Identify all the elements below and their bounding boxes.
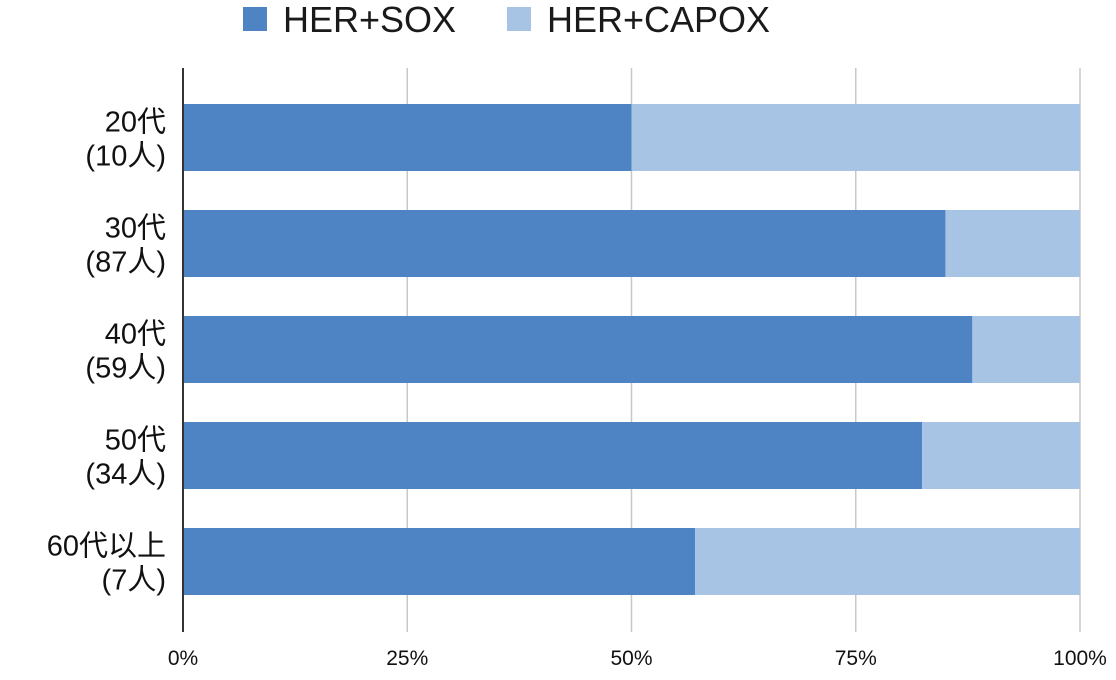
category-label-line: 30代	[105, 213, 166, 245]
x-tick-label: 100%	[1053, 647, 1107, 670]
bar-her-sox-2	[183, 210, 946, 277]
category-label-5: 60代以上(7人)	[47, 531, 166, 597]
category-label-line: 50代	[105, 425, 166, 457]
category-label-line: (34人)	[85, 459, 166, 491]
bar-her-capox-2	[945, 210, 1080, 277]
bar-her-capox-5	[695, 528, 1080, 595]
bar-her-capox-4	[922, 422, 1080, 489]
category-label-line: (7人)	[102, 565, 166, 597]
category-label-line: 40代	[105, 319, 166, 351]
x-tick-label: 0%	[168, 647, 198, 670]
category-label-line: (10人)	[85, 141, 166, 173]
category-label-line: (87人)	[85, 247, 166, 279]
legend-label-her-sox: HER+SOX	[283, 0, 456, 40]
category-label-line: 20代	[105, 107, 166, 139]
category-label-4: 50代(34人)	[85, 425, 166, 491]
category-label-line: (59人)	[85, 353, 166, 385]
bar-her-sox-1	[183, 104, 632, 171]
legend-swatch-her-capox	[507, 7, 531, 31]
bar-her-sox-3	[183, 316, 973, 383]
bar-her-capox-3	[972, 316, 1080, 383]
bar-her-sox-5	[183, 528, 696, 595]
x-tick-labels: 0% 25% 50% 75% 100%	[168, 647, 1107, 670]
category-label-line: 60代以上	[47, 531, 166, 563]
x-tick-label: 50%	[610, 647, 652, 670]
legend-swatch-her-sox	[243, 7, 267, 31]
category-label-3: 40代(59人)	[85, 319, 166, 385]
bar-her-sox-4	[183, 422, 923, 489]
x-tick-label: 25%	[386, 647, 428, 670]
category-labels: 20代(10人) 30代(87人) 40代(59人) 50代(34人) 60代以上(7人…	[47, 107, 166, 597]
bars	[183, 104, 1080, 595]
legend: HER+SOX HER+CAPOX	[243, 0, 770, 40]
category-label-1: 20代(10人)	[85, 107, 166, 173]
legend-label-her-capox: HER+CAPOX	[547, 0, 770, 40]
bar-her-capox-1	[631, 104, 1080, 171]
category-label-2: 30代(87人)	[85, 213, 166, 279]
x-tick-label: 75%	[835, 647, 877, 670]
